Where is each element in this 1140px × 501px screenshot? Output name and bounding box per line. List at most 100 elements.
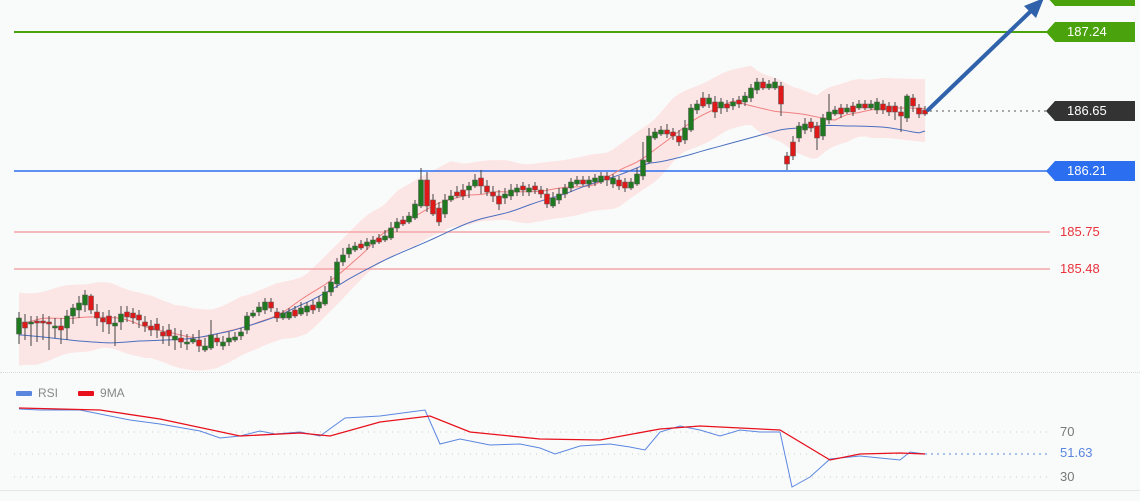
- candle: [184, 334, 190, 350]
- candle: [358, 240, 364, 250]
- rsi-chart[interactable]: [0, 374, 1140, 490]
- candle: [700, 92, 706, 108]
- rsi-9ma-line: [18, 407, 926, 461]
- candle: [430, 194, 436, 216]
- candle: [172, 328, 178, 350]
- candle: [418, 168, 424, 208]
- candle: [322, 286, 328, 306]
- candle: [694, 100, 700, 114]
- candle: [868, 100, 874, 110]
- resistance-price-label: 187.24: [1067, 24, 1107, 39]
- support-price-label: 186.21: [1067, 163, 1107, 178]
- ma-blue-line: [18, 124, 926, 344]
- candle: [490, 186, 496, 202]
- candle: [40, 314, 46, 340]
- level-2-label: 185.48: [1060, 261, 1100, 276]
- candle: [214, 334, 220, 346]
- candle: [730, 98, 736, 110]
- candle: [790, 136, 796, 160]
- rsi-70-label: 70: [1060, 424, 1075, 439]
- legend-item-rsi[interactable]: RSI: [16, 386, 58, 400]
- candle: [658, 126, 664, 136]
- candle: [670, 128, 676, 140]
- candle: [832, 106, 838, 116]
- candle: [736, 96, 742, 108]
- candle: [388, 222, 394, 240]
- candle: [688, 104, 694, 132]
- candle: [892, 102, 898, 120]
- candle: [610, 174, 616, 188]
- candle: [154, 318, 160, 338]
- candle: [394, 218, 400, 232]
- rsi-panel: RSI 9MA 70 51.63 30: [0, 374, 1140, 490]
- candle: [460, 184, 466, 200]
- candle: [724, 100, 730, 112]
- candle: [574, 176, 580, 186]
- candle: [286, 308, 292, 320]
- candle: [580, 176, 586, 186]
- candle: [436, 202, 442, 226]
- candle: [124, 306, 130, 322]
- candle: [406, 212, 412, 224]
- candle: [88, 294, 94, 314]
- candle: [316, 296, 322, 312]
- candle: [796, 122, 802, 142]
- price-chart[interactable]: [0, 0, 1140, 372]
- candle: [718, 98, 724, 114]
- candle: [556, 188, 562, 204]
- candle: [676, 130, 682, 146]
- candle: [484, 180, 490, 196]
- candle: [880, 100, 886, 114]
- candle: [532, 182, 538, 194]
- bollinger-band: [19, 65, 925, 371]
- candle: [568, 178, 574, 192]
- candle: [466, 182, 472, 198]
- candle: [454, 186, 460, 198]
- candle: [52, 318, 58, 338]
- candle: [304, 302, 310, 316]
- candle: [118, 306, 124, 330]
- candle: [766, 80, 772, 90]
- candle: [898, 106, 904, 132]
- legend-rsi-label: RSI: [38, 386, 59, 400]
- candle: [370, 236, 376, 248]
- candle: [526, 184, 532, 196]
- candle: [760, 78, 766, 90]
- candle: [412, 200, 418, 220]
- candle: [106, 310, 112, 334]
- rsi-value-label: 51.63: [1060, 445, 1093, 460]
- candle: [838, 104, 844, 118]
- legend-item-9ma[interactable]: 9MA: [78, 386, 125, 400]
- candle: [226, 332, 232, 346]
- price-panel: 187.24 186.65 186.21 185.75 185.48: [0, 0, 1140, 373]
- candle: [820, 114, 826, 140]
- candle: [598, 172, 604, 184]
- candle: [664, 124, 670, 138]
- candle: [904, 94, 910, 122]
- candle: [190, 334, 196, 344]
- candle: [262, 298, 268, 314]
- candle: [280, 310, 286, 320]
- rsi-legend: RSI 9MA: [16, 386, 139, 400]
- candle: [802, 118, 808, 134]
- candle: [550, 192, 556, 208]
- candle: [862, 100, 868, 110]
- candle: [352, 242, 358, 252]
- candle: [544, 188, 550, 208]
- candle: [64, 310, 70, 340]
- candle: [148, 320, 154, 336]
- candle: [298, 302, 304, 316]
- rsi-30-label: 30: [1060, 469, 1075, 484]
- candle: [46, 316, 52, 350]
- candle: [910, 94, 916, 112]
- candle: [130, 308, 136, 324]
- level-1-label: 185.75: [1060, 224, 1100, 239]
- candle: [76, 296, 82, 318]
- candle: [592, 174, 598, 186]
- resistance-price-tag: 187.24: [1046, 22, 1135, 42]
- candle: [424, 172, 430, 212]
- candle: [850, 102, 856, 116]
- candle: [604, 172, 610, 186]
- candle: [562, 184, 568, 198]
